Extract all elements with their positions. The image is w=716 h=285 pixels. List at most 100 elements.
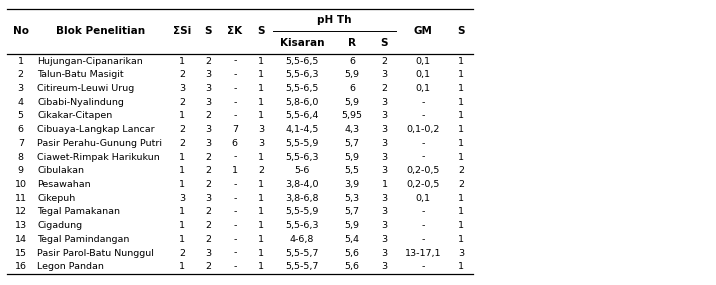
Text: 1: 1 — [458, 207, 464, 216]
Text: 1: 1 — [258, 152, 264, 162]
Text: 3: 3 — [382, 221, 387, 230]
Text: 4,1-4,5: 4,1-4,5 — [286, 125, 319, 134]
Text: 2: 2 — [458, 180, 464, 189]
Text: 5,5-6,5: 5,5-6,5 — [286, 84, 319, 93]
Text: 8: 8 — [18, 152, 24, 162]
Text: 2: 2 — [179, 98, 185, 107]
Text: 2: 2 — [179, 249, 185, 258]
Text: 2: 2 — [458, 166, 464, 175]
Text: 2: 2 — [205, 207, 211, 216]
Text: S: S — [258, 26, 265, 36]
Text: Cikakar-Citapen: Cikakar-Citapen — [37, 111, 112, 120]
Text: -: - — [233, 84, 236, 93]
Text: 1: 1 — [458, 194, 464, 203]
Text: Cikepuh: Cikepuh — [37, 194, 75, 203]
Text: 2: 2 — [258, 166, 264, 175]
Text: 6: 6 — [349, 56, 355, 66]
Text: 0,1: 0,1 — [415, 70, 430, 79]
Text: 5,9: 5,9 — [345, 152, 359, 162]
Text: Kisaran: Kisaran — [280, 38, 324, 48]
Text: 5,5-5,7: 5,5-5,7 — [286, 249, 319, 258]
Text: 3: 3 — [382, 166, 387, 175]
Text: 1: 1 — [258, 111, 264, 120]
Text: Talun-Batu Masigit: Talun-Batu Masigit — [37, 70, 124, 79]
Text: 0,2-0,5: 0,2-0,5 — [406, 180, 440, 189]
Text: Cibabi-Nyalindung: Cibabi-Nyalindung — [37, 98, 124, 107]
Text: No: No — [13, 26, 29, 36]
Text: 5,5-5,9: 5,5-5,9 — [286, 207, 319, 216]
Text: Hujungan-Cipanarikan: Hujungan-Cipanarikan — [37, 56, 143, 66]
Text: 1: 1 — [18, 56, 24, 66]
Text: 3: 3 — [205, 139, 211, 148]
Text: 0,1: 0,1 — [415, 84, 430, 93]
Text: 1: 1 — [179, 152, 185, 162]
Text: 3: 3 — [205, 98, 211, 107]
Text: 1: 1 — [258, 70, 264, 79]
Text: 2: 2 — [179, 70, 185, 79]
Text: S: S — [381, 38, 388, 48]
Text: 2: 2 — [18, 70, 24, 79]
Text: 5,3: 5,3 — [344, 194, 360, 203]
Text: 1: 1 — [179, 56, 185, 66]
Text: -: - — [233, 221, 236, 230]
Text: 1: 1 — [458, 235, 464, 244]
Text: 3: 3 — [382, 125, 387, 134]
Text: 3,8-4,0: 3,8-4,0 — [286, 180, 319, 189]
Text: 3,9: 3,9 — [344, 180, 360, 189]
Text: Tegal Pamindangan: Tegal Pamindangan — [37, 235, 130, 244]
Text: Tegal Pamakanan: Tegal Pamakanan — [37, 207, 120, 216]
Text: 1: 1 — [258, 249, 264, 258]
Text: 3: 3 — [382, 70, 387, 79]
Text: GM: GM — [413, 26, 432, 36]
Text: 6: 6 — [232, 139, 238, 148]
Text: -: - — [233, 98, 236, 107]
Text: 1: 1 — [458, 98, 464, 107]
Text: 5,9: 5,9 — [345, 98, 359, 107]
Text: 2: 2 — [205, 111, 211, 120]
Text: 1: 1 — [179, 221, 185, 230]
Text: 3: 3 — [382, 207, 387, 216]
Text: -: - — [233, 235, 236, 244]
Text: ΣSi: ΣSi — [173, 26, 191, 36]
Text: 5,5-6,3: 5,5-6,3 — [286, 221, 319, 230]
Text: 3: 3 — [205, 70, 211, 79]
Text: Pasir Parol-Batu Nunggul: Pasir Parol-Batu Nunggul — [37, 249, 154, 258]
Text: 3: 3 — [205, 249, 211, 258]
Text: ΣK: ΣK — [227, 26, 243, 36]
Text: 1: 1 — [458, 111, 464, 120]
Text: 5,5-6,4: 5,5-6,4 — [286, 111, 319, 120]
Text: 1: 1 — [458, 125, 464, 134]
Text: 3: 3 — [382, 194, 387, 203]
Text: S: S — [458, 26, 465, 36]
Text: 3: 3 — [205, 125, 211, 134]
Text: 1: 1 — [458, 152, 464, 162]
Text: 1: 1 — [258, 235, 264, 244]
Text: 5,5-6,3: 5,5-6,3 — [286, 152, 319, 162]
Text: 5: 5 — [18, 111, 24, 120]
Text: 5,95: 5,95 — [342, 111, 363, 120]
Text: 3: 3 — [382, 235, 387, 244]
Text: 6: 6 — [349, 84, 355, 93]
Text: -: - — [421, 221, 425, 230]
Text: 4,3: 4,3 — [344, 125, 360, 134]
Text: 2: 2 — [382, 56, 387, 66]
Text: S: S — [205, 26, 212, 36]
Text: 3: 3 — [205, 84, 211, 93]
Text: 1: 1 — [458, 84, 464, 93]
Text: 9: 9 — [18, 166, 24, 175]
Text: 13-17,1: 13-17,1 — [405, 249, 441, 258]
Text: -: - — [421, 152, 425, 162]
Text: 5,9: 5,9 — [345, 70, 359, 79]
Text: 2: 2 — [205, 180, 211, 189]
Text: 5,8-6,0: 5,8-6,0 — [286, 98, 319, 107]
Text: 2: 2 — [205, 221, 211, 230]
Text: Cibulakan: Cibulakan — [37, 166, 84, 175]
Text: 16: 16 — [15, 262, 26, 271]
Text: 3: 3 — [205, 194, 211, 203]
Text: -: - — [421, 139, 425, 148]
Text: 1: 1 — [458, 139, 464, 148]
Text: 1: 1 — [258, 56, 264, 66]
Text: -: - — [421, 262, 425, 271]
Text: 4: 4 — [18, 98, 24, 107]
Text: 0,1-0,2: 0,1-0,2 — [406, 125, 440, 134]
